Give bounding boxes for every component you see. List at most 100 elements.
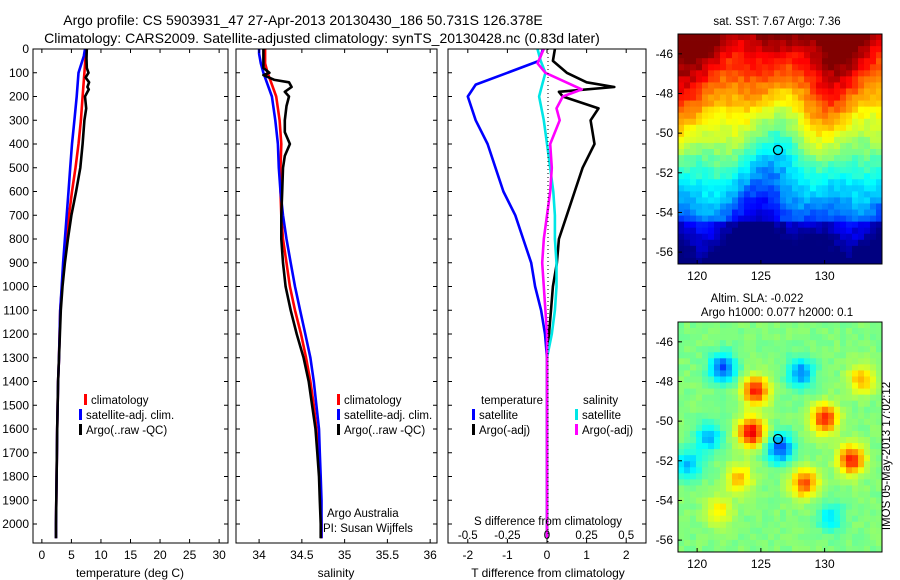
heatmap-cell xyxy=(702,70,709,77)
heatmap-cell xyxy=(732,334,739,341)
heatmap-cell xyxy=(720,173,727,180)
y-tick-label: 1400 xyxy=(2,375,29,389)
heatmap-cell xyxy=(774,376,781,383)
heatmap-cell xyxy=(684,515,691,523)
heatmap-cell xyxy=(816,418,823,426)
heatmap-cell xyxy=(720,527,727,535)
heatmap-cell xyxy=(786,467,793,474)
heatmap-cell xyxy=(846,539,853,547)
heatmap-cell xyxy=(744,394,751,402)
heatmap-cell xyxy=(834,491,841,498)
heatmap-cell xyxy=(804,106,811,114)
heatmap-cell xyxy=(816,461,823,468)
heatmap-cell xyxy=(726,491,733,498)
heatmap-cell xyxy=(756,340,763,347)
heatmap-cell xyxy=(798,245,805,253)
heatmap-cell xyxy=(744,185,751,192)
legend-swatch-s-satellite xyxy=(575,409,578,420)
heatmap-cell xyxy=(750,455,757,462)
heatmap-cell xyxy=(834,70,841,77)
heatmap-cell xyxy=(798,406,805,414)
heatmap-cell xyxy=(732,161,739,168)
heatmap-cell xyxy=(738,82,745,89)
heatmap-cell xyxy=(720,322,727,329)
heatmap-cell xyxy=(780,533,787,541)
heatmap-cell xyxy=(798,197,805,204)
heatmap-cell xyxy=(792,40,799,47)
heatmap-cell xyxy=(726,203,733,210)
heatmap-cell xyxy=(786,449,793,456)
heatmap-cell xyxy=(792,485,799,492)
heatmap-cell xyxy=(732,382,739,389)
heatmap-cell xyxy=(720,400,727,408)
heatmap-cell xyxy=(846,64,853,71)
heatmap-cell xyxy=(822,191,829,198)
heatmap-cell xyxy=(720,491,727,498)
heatmap-cell xyxy=(744,352,751,359)
heatmap-cell xyxy=(750,491,757,498)
heatmap-cell xyxy=(744,424,751,432)
heatmap-cell xyxy=(738,215,745,223)
heatmap-cell xyxy=(756,334,763,341)
heatmap-cell xyxy=(816,130,823,138)
heatmap-cell xyxy=(714,40,721,47)
heatmap-cell xyxy=(798,70,805,77)
heatmap-cell xyxy=(714,467,721,474)
heatmap-cell xyxy=(804,352,811,359)
heatmap-cell xyxy=(828,179,835,186)
heatmap-cell xyxy=(834,382,841,389)
heatmap-cell xyxy=(726,364,733,371)
heatmap-cell xyxy=(702,94,709,101)
heatmap-cell xyxy=(762,179,769,186)
heatmap-cell xyxy=(858,64,865,71)
heatmap-cell xyxy=(852,191,859,198)
heatmap-cell xyxy=(702,239,709,247)
heatmap-cell xyxy=(828,191,835,198)
heatmap-cell xyxy=(840,437,847,444)
heatmap-cell xyxy=(846,130,853,138)
heatmap-cell xyxy=(792,197,799,204)
heatmap-cell xyxy=(762,539,769,547)
heatmap-cell xyxy=(726,149,733,156)
heatmap-cell xyxy=(834,394,841,402)
heatmap-cell xyxy=(684,455,691,462)
heatmap-cell xyxy=(846,52,853,59)
heatmap-cell xyxy=(690,46,697,53)
heatmap-cell xyxy=(846,412,853,420)
heatmap-cell xyxy=(840,424,847,432)
heatmap-cell xyxy=(708,467,715,474)
heatmap-cell xyxy=(684,418,691,426)
heatmap-cell xyxy=(756,124,763,132)
heatmap-cell xyxy=(822,412,829,420)
heatmap-cell xyxy=(858,346,865,353)
heatmap-cell xyxy=(726,40,733,47)
heatmap-cell xyxy=(726,424,733,432)
heatmap-cell xyxy=(696,40,703,47)
heatmap-cell xyxy=(690,509,697,517)
heatmap-cell xyxy=(732,406,739,414)
heatmap-cell xyxy=(798,52,805,59)
heatmap-cell xyxy=(762,245,769,253)
heatmap-cell xyxy=(708,76,715,83)
heatmap-cell xyxy=(780,539,787,547)
heatmap-cell xyxy=(714,509,721,517)
heatmap-cell xyxy=(786,382,793,389)
heatmap-cell xyxy=(858,364,865,371)
heatmap-cell xyxy=(690,215,697,223)
heatmap-cell xyxy=(726,334,733,341)
heatmap-cell xyxy=(696,388,703,396)
heatmap-cell xyxy=(876,100,883,108)
heatmap-cell xyxy=(762,443,769,450)
heatmap-cell xyxy=(690,334,697,341)
heatmap-cell xyxy=(678,251,685,259)
series-line-argo-raw-qc-temperature xyxy=(54,48,91,539)
heatmap-cell xyxy=(870,167,877,174)
heatmap-cell xyxy=(858,161,865,168)
heatmap-cell xyxy=(750,173,757,180)
heatmap-cell xyxy=(756,191,763,198)
heatmap-cell xyxy=(780,179,787,186)
heatmap-cell xyxy=(768,406,775,414)
heatmap-cell xyxy=(768,161,775,168)
heatmap-cell xyxy=(864,515,871,523)
map-x-tick-label: 120 xyxy=(687,557,707,571)
